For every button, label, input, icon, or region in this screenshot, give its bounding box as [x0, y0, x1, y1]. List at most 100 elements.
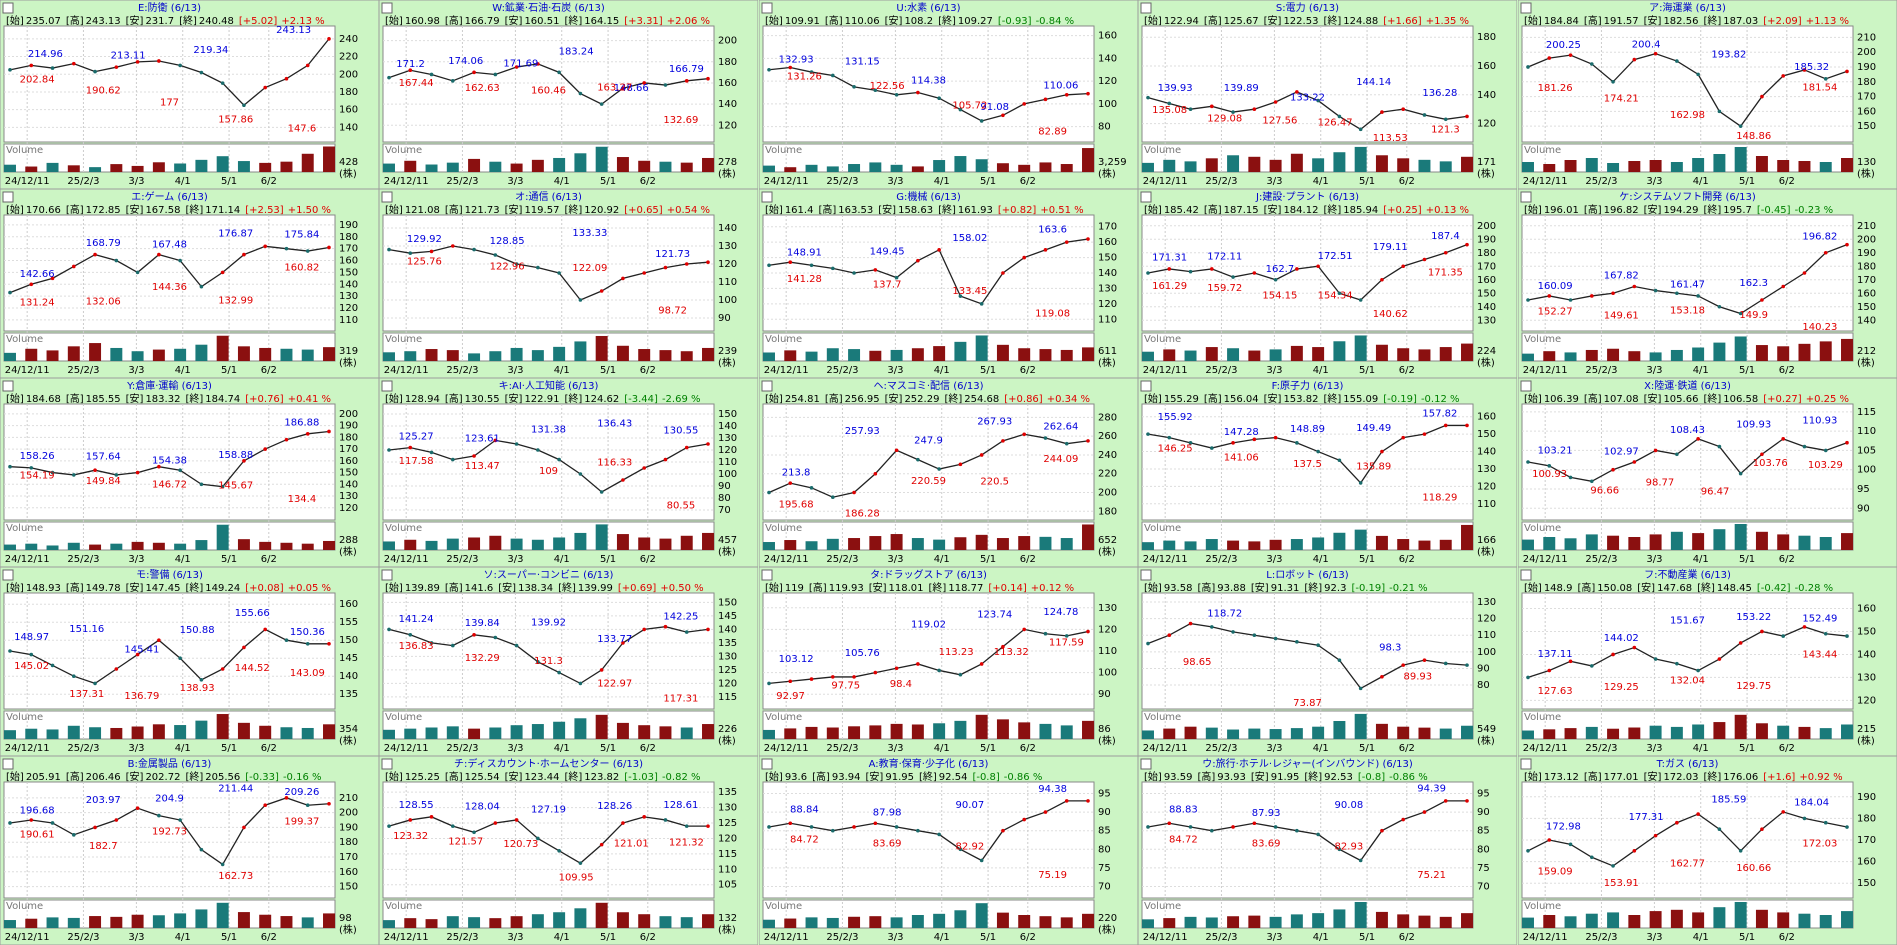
select-checkbox[interactable]	[1140, 569, 1152, 581]
volume-bar	[1039, 916, 1052, 928]
close-point	[1695, 812, 1700, 816]
ohlc-value: 196.82	[1603, 205, 1638, 216]
volume-bar	[1627, 537, 1640, 550]
close-point	[809, 825, 814, 829]
select-checkbox[interactable]	[381, 569, 393, 581]
close-point	[1589, 294, 1594, 298]
low-annotation: 174.21	[1603, 93, 1638, 104]
close-point	[199, 678, 204, 682]
volume-bar	[1163, 159, 1176, 172]
close-point	[664, 624, 668, 629]
select-checkbox[interactable]	[2, 569, 14, 581]
close-point	[873, 268, 877, 272]
x-tick-label: 4/1	[1313, 176, 1329, 187]
select-checkbox[interactable]	[381, 2, 393, 14]
high-annotation: 105.76	[845, 648, 880, 659]
close-point	[979, 119, 984, 123]
volume-bar	[1142, 730, 1155, 739]
volume-bar	[174, 348, 187, 361]
x-tick-label: 25/2/3	[826, 176, 858, 187]
volume-bar	[174, 543, 187, 550]
close-line	[9, 430, 330, 488]
volume-max-label: 428	[339, 157, 358, 168]
volume-label: Volume	[1524, 145, 1561, 156]
select-checkbox[interactable]	[1520, 758, 1532, 770]
select-checkbox[interactable]	[1520, 569, 1532, 581]
volume-area	[762, 143, 1095, 173]
select-checkbox[interactable]	[2, 758, 14, 770]
y-tick-label: 135	[339, 689, 358, 700]
close-point	[1022, 102, 1026, 106]
close-point	[1085, 629, 1090, 634]
price-area	[1141, 25, 1474, 143]
ohlc-label: [高]	[1198, 770, 1216, 783]
select-checkbox[interactable]	[2, 191, 14, 203]
x-tick-label: 3/3	[1267, 743, 1283, 754]
y-tick-label: 135	[718, 787, 737, 798]
high-annotation: 132.93	[778, 54, 813, 65]
change-value: [-0.19]	[1383, 394, 1417, 405]
volume-bar	[553, 537, 566, 550]
x-tick-label: 4/1	[175, 554, 191, 565]
select-checkbox[interactable]	[761, 2, 773, 14]
volume-bar	[1755, 345, 1768, 361]
y-tick-label: 85	[1098, 826, 1111, 837]
y-tick-label: 105	[1857, 445, 1876, 456]
ohlc-label: [終]	[185, 203, 203, 216]
volume-unit: (株)	[718, 734, 736, 747]
x-tick-label: 3/3	[887, 743, 903, 754]
high-annotation: 155.92	[1158, 412, 1193, 423]
select-checkbox[interactable]	[761, 191, 773, 203]
volume-bar	[1776, 912, 1789, 928]
volume-bar	[890, 723, 903, 739]
x-tick-label: 5/1	[980, 365, 996, 376]
chart-title: タ:ドラッグストア (6/13)	[870, 568, 987, 581]
close-point	[915, 457, 920, 462]
select-checkbox[interactable]	[1520, 191, 1532, 203]
chart-title: ケ:システムソフト開発 (6/13)	[1619, 190, 1756, 203]
volume-bar	[110, 543, 123, 550]
ohlc-label: [始]	[6, 392, 24, 405]
low-annotation: 220.5	[980, 476, 1009, 487]
x-tick-label: 24/12/11	[763, 932, 808, 943]
select-checkbox[interactable]	[761, 569, 773, 581]
volume-bar	[447, 538, 460, 550]
price-area	[382, 214, 715, 332]
volume-bar	[617, 722, 630, 739]
volume-bar	[996, 912, 1009, 928]
close-point	[1188, 825, 1193, 829]
select-checkbox[interactable]	[1520, 380, 1532, 392]
ohlc-label: [安]	[884, 15, 902, 27]
chart-title: チ:ディスカウント·ホームセンター (6/13)	[454, 757, 643, 770]
close-point	[1695, 668, 1700, 673]
select-checkbox[interactable]	[381, 191, 393, 203]
select-checkbox[interactable]	[1140, 191, 1152, 203]
select-checkbox[interactable]	[1520, 2, 1532, 14]
volume-area	[382, 899, 715, 929]
select-checkbox[interactable]	[381, 380, 393, 392]
select-checkbox[interactable]	[761, 380, 773, 392]
ohlc-header: [始] 93.59 [高] 93.93 [安] 91.95 [終] 92.53 [-0.8] -0…	[1144, 770, 1428, 783]
select-checkbox[interactable]	[381, 758, 393, 770]
y-tick-label: 100	[718, 295, 737, 306]
y-tick-label: 95	[1857, 484, 1870, 495]
volume-bar	[131, 914, 144, 928]
volume-area	[1521, 710, 1854, 740]
close-point	[430, 815, 434, 819]
change-pct: -0.82 %	[662, 772, 701, 783]
ohlc-label: [安]	[1251, 582, 1269, 594]
volume-bar	[911, 724, 924, 739]
select-checkbox[interactable]	[2, 380, 14, 392]
select-checkbox[interactable]	[1140, 758, 1152, 770]
select-checkbox[interactable]	[1140, 380, 1152, 392]
change-value: [-0.93]	[998, 16, 1032, 27]
volume-max-label: 166	[1477, 535, 1496, 546]
close-point	[1802, 625, 1806, 629]
volume-bar	[1312, 158, 1325, 172]
high-annotation: 109.93	[1736, 419, 1771, 430]
select-checkbox[interactable]	[1140, 2, 1152, 14]
select-checkbox[interactable]	[761, 758, 773, 770]
y-tick-label: 160	[1857, 603, 1876, 614]
sector-chart: J:建設·プラント (6/13)[始] 185.42 [高] 187.15 [安] 184…	[1138, 189, 1518, 378]
select-checkbox[interactable]	[2, 2, 14, 14]
